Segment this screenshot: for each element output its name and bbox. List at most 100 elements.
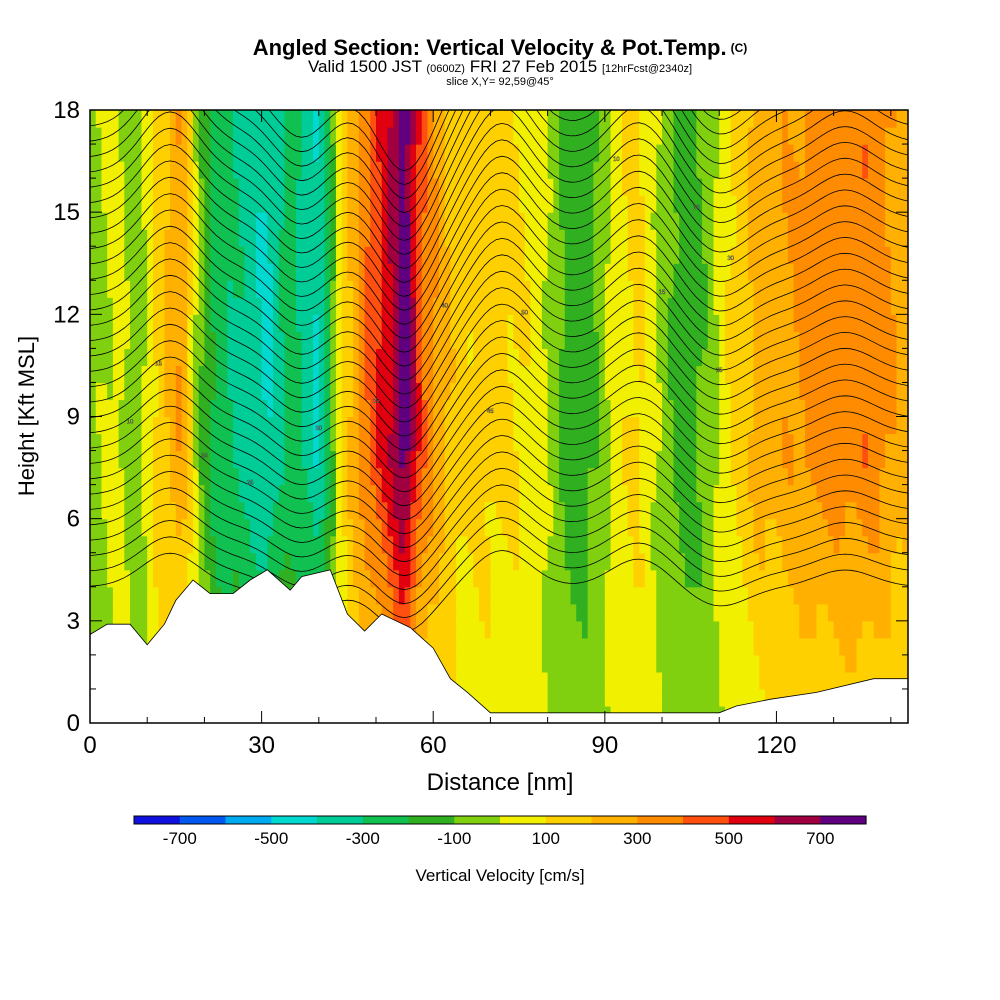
- velocity-cell: [233, 263, 240, 281]
- velocity-cell: [839, 195, 846, 213]
- velocity-cell: [141, 603, 148, 622]
- velocity-cell: [581, 688, 589, 707]
- velocity-cell: [130, 518, 137, 537]
- velocity-cell: [839, 110, 846, 128]
- velocity-cell: [799, 127, 806, 145]
- velocity-cell: [398, 144, 406, 162]
- velocity-cell: [684, 382, 692, 401]
- velocity-cell: [181, 365, 188, 384]
- velocity-cell: [461, 586, 469, 605]
- velocity-cell: [210, 569, 217, 588]
- velocity-cell: [667, 501, 675, 520]
- velocity-cell: [358, 178, 366, 196]
- velocity-cell: [353, 552, 360, 571]
- velocity-cell: [364, 348, 371, 367]
- velocity-cell: [101, 586, 108, 605]
- velocity-cell: [770, 501, 778, 520]
- velocity-cell: [867, 161, 875, 179]
- velocity-cell: [112, 314, 120, 332]
- velocity-cell: [690, 212, 697, 230]
- velocity-cell: [387, 229, 394, 247]
- velocity-cell: [742, 467, 749, 486]
- velocity-cell: [519, 569, 526, 588]
- velocity-cell: [850, 178, 858, 196]
- velocity-cell: [639, 297, 646, 315]
- velocity-cell: [553, 178, 560, 196]
- velocity-cell: [776, 501, 783, 520]
- velocity-cell: [639, 535, 646, 554]
- velocity-cell: [335, 433, 343, 452]
- velocity-cell: [736, 586, 743, 605]
- velocity-cell: [238, 212, 246, 230]
- velocity-cell: [639, 263, 646, 281]
- velocity-cell: [381, 110, 389, 128]
- velocity-cell: [210, 314, 217, 332]
- velocity-cell: [845, 382, 852, 401]
- velocity-cell: [410, 433, 417, 452]
- velocity-cell: [816, 212, 823, 230]
- velocity-cell: [398, 586, 406, 605]
- velocity-cell: [616, 501, 623, 520]
- velocity-cell: [684, 178, 692, 196]
- velocity-cell: [684, 331, 692, 349]
- velocity-cell: [130, 535, 137, 554]
- velocity-cell: [816, 416, 823, 435]
- velocity-cell: [587, 246, 594, 264]
- velocity-cell: [227, 110, 234, 128]
- velocity-cell: [313, 178, 320, 196]
- velocity-cell: [112, 535, 120, 554]
- velocity-cell: [541, 297, 549, 315]
- velocity-cell: [736, 348, 743, 367]
- velocity-cell: [839, 212, 846, 230]
- velocity-cell: [764, 314, 772, 332]
- velocity-cell: [662, 433, 669, 452]
- velocity-cell: [747, 688, 755, 707]
- velocity-cell: [181, 569, 188, 588]
- velocity-cell: [301, 161, 308, 179]
- velocity-cell: [702, 246, 709, 264]
- velocity-cell: [255, 212, 263, 230]
- velocity-cell: [730, 331, 737, 349]
- velocity-cell: [90, 127, 97, 145]
- velocity-cell: [524, 688, 532, 707]
- velocity-cell: [461, 110, 469, 128]
- velocity-cell: [862, 620, 869, 639]
- velocity-cell: [713, 382, 720, 401]
- velocity-cell: [175, 297, 183, 315]
- velocity-cell: [124, 399, 131, 418]
- velocity-cell: [610, 569, 617, 588]
- velocity-cell: [770, 620, 778, 639]
- velocity-cell: [553, 348, 560, 367]
- velocity-cell: [730, 212, 737, 230]
- velocity-cell: [364, 195, 371, 213]
- velocity-cell: [782, 637, 789, 656]
- velocity-cell: [227, 552, 234, 571]
- velocity-cell: [478, 348, 486, 367]
- velocity-cell: [650, 501, 657, 520]
- velocity-cell: [822, 195, 829, 213]
- velocity-cell: [112, 280, 120, 298]
- velocity-cell: [164, 331, 171, 349]
- velocity-cell: [501, 195, 509, 213]
- velocity-cell: [141, 365, 148, 384]
- velocity-cell: [427, 144, 434, 162]
- velocity-cell: [845, 212, 852, 230]
- velocity-cell: [507, 195, 514, 213]
- velocity-cell: [644, 637, 652, 656]
- velocity-cell: [376, 365, 383, 384]
- velocity-cell: [782, 297, 789, 315]
- velocity-cell: [421, 467, 429, 486]
- velocity-cell: [770, 399, 778, 418]
- velocity-cell: [192, 501, 200, 520]
- velocity-cell: [181, 331, 188, 349]
- velocity-cell: [507, 399, 514, 418]
- velocity-cell: [730, 144, 737, 162]
- velocity-cell: [610, 637, 617, 656]
- velocity-cell: [656, 365, 663, 384]
- velocity-cell: [221, 110, 228, 128]
- velocity-cell: [845, 161, 852, 179]
- velocity-cell: [822, 229, 829, 247]
- chart-title-text: Angled Section: Vertical Velocity & Pot.…: [252, 35, 727, 60]
- velocity-cell: [805, 467, 812, 486]
- velocity-cell: [438, 603, 446, 622]
